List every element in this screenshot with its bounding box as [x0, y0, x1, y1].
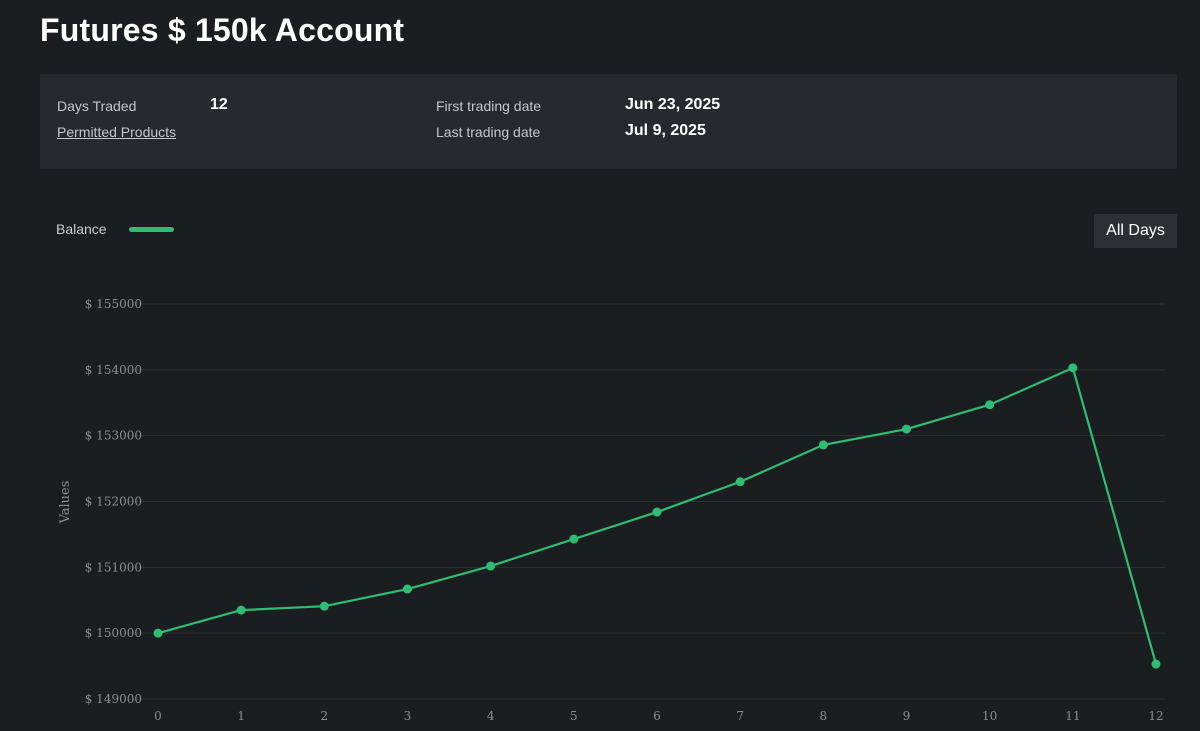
first-trading-date-label: First trading date	[436, 98, 542, 114]
data-point[interactable]	[403, 584, 412, 594]
x-tick-label: 11	[1065, 709, 1080, 723]
x-tick-label: 9	[903, 709, 911, 723]
page-title: Futures $ 150k Account	[40, 12, 405, 48]
y-axis: $ 149000 $ 150000 $ 151000 $ 152000 $ 153000…	[85, 297, 142, 706]
grid-lines	[128, 303, 1165, 700]
data-point[interactable]	[569, 534, 579, 544]
data-point[interactable]	[319, 601, 329, 611]
data-point[interactable]	[153, 628, 163, 638]
data-point[interactable]	[652, 507, 662, 517]
data-point[interactable]	[735, 477, 745, 487]
data-point[interactable]	[1151, 659, 1161, 669]
legend-swatch-balance	[128, 226, 174, 232]
data-point[interactable]	[486, 561, 496, 571]
balance-data-points	[153, 363, 1161, 669]
data-point[interactable]	[236, 605, 246, 615]
account-info-panel: Days Traded 12 Permitted Products First …	[40, 74, 1177, 169]
y-tick-label: $ 152000	[85, 495, 142, 509]
y-tick-label: $ 155000	[85, 297, 142, 311]
legend-label-balance: Balance	[56, 221, 107, 237]
all-days-button[interactable]: All Days	[1094, 214, 1177, 248]
last-trading-date-value: Jul 9, 2025	[625, 122, 706, 139]
data-point[interactable]	[1068, 363, 1078, 373]
y-tick-label: $ 154000	[85, 363, 142, 377]
data-point[interactable]	[985, 400, 995, 410]
data-point[interactable]	[818, 440, 828, 450]
chart-legend[interactable]: Balance	[56, 221, 174, 237]
y-tick-label: $ 153000	[85, 429, 142, 443]
x-tick-label: 1	[237, 709, 245, 723]
y-tick-label: $ 151000	[85, 560, 142, 574]
x-tick-label: 5	[570, 709, 578, 723]
y-tick-label: $ 150000	[85, 626, 142, 640]
x-axis: 0 1 2 3 4 5 6 7 8 9 10 11 12	[154, 709, 1163, 723]
x-tick-label: 12	[1148, 709, 1163, 723]
x-tick-label: 0	[154, 709, 162, 723]
x-tick-label: 2	[321, 709, 329, 723]
x-tick-label: 3	[404, 709, 412, 723]
x-tick-label: 10	[982, 709, 997, 723]
permitted-products-link[interactable]: Permitted Products	[57, 124, 177, 140]
first-trading-date-value: Jun 23, 2025	[625, 96, 721, 113]
last-trading-date-label: Last trading date	[436, 124, 541, 140]
x-tick-label: 7	[736, 709, 744, 723]
days-traded-label: Days Traded	[57, 98, 137, 114]
x-tick-label: 4	[487, 709, 495, 723]
x-tick-label: 8	[820, 709, 828, 723]
days-traded-value: 12	[210, 96, 228, 113]
y-tick-label: $ 149000	[85, 692, 142, 706]
y-axis-title: Values	[58, 481, 73, 525]
x-tick-label: 6	[653, 709, 661, 723]
data-point[interactable]	[902, 424, 911, 434]
